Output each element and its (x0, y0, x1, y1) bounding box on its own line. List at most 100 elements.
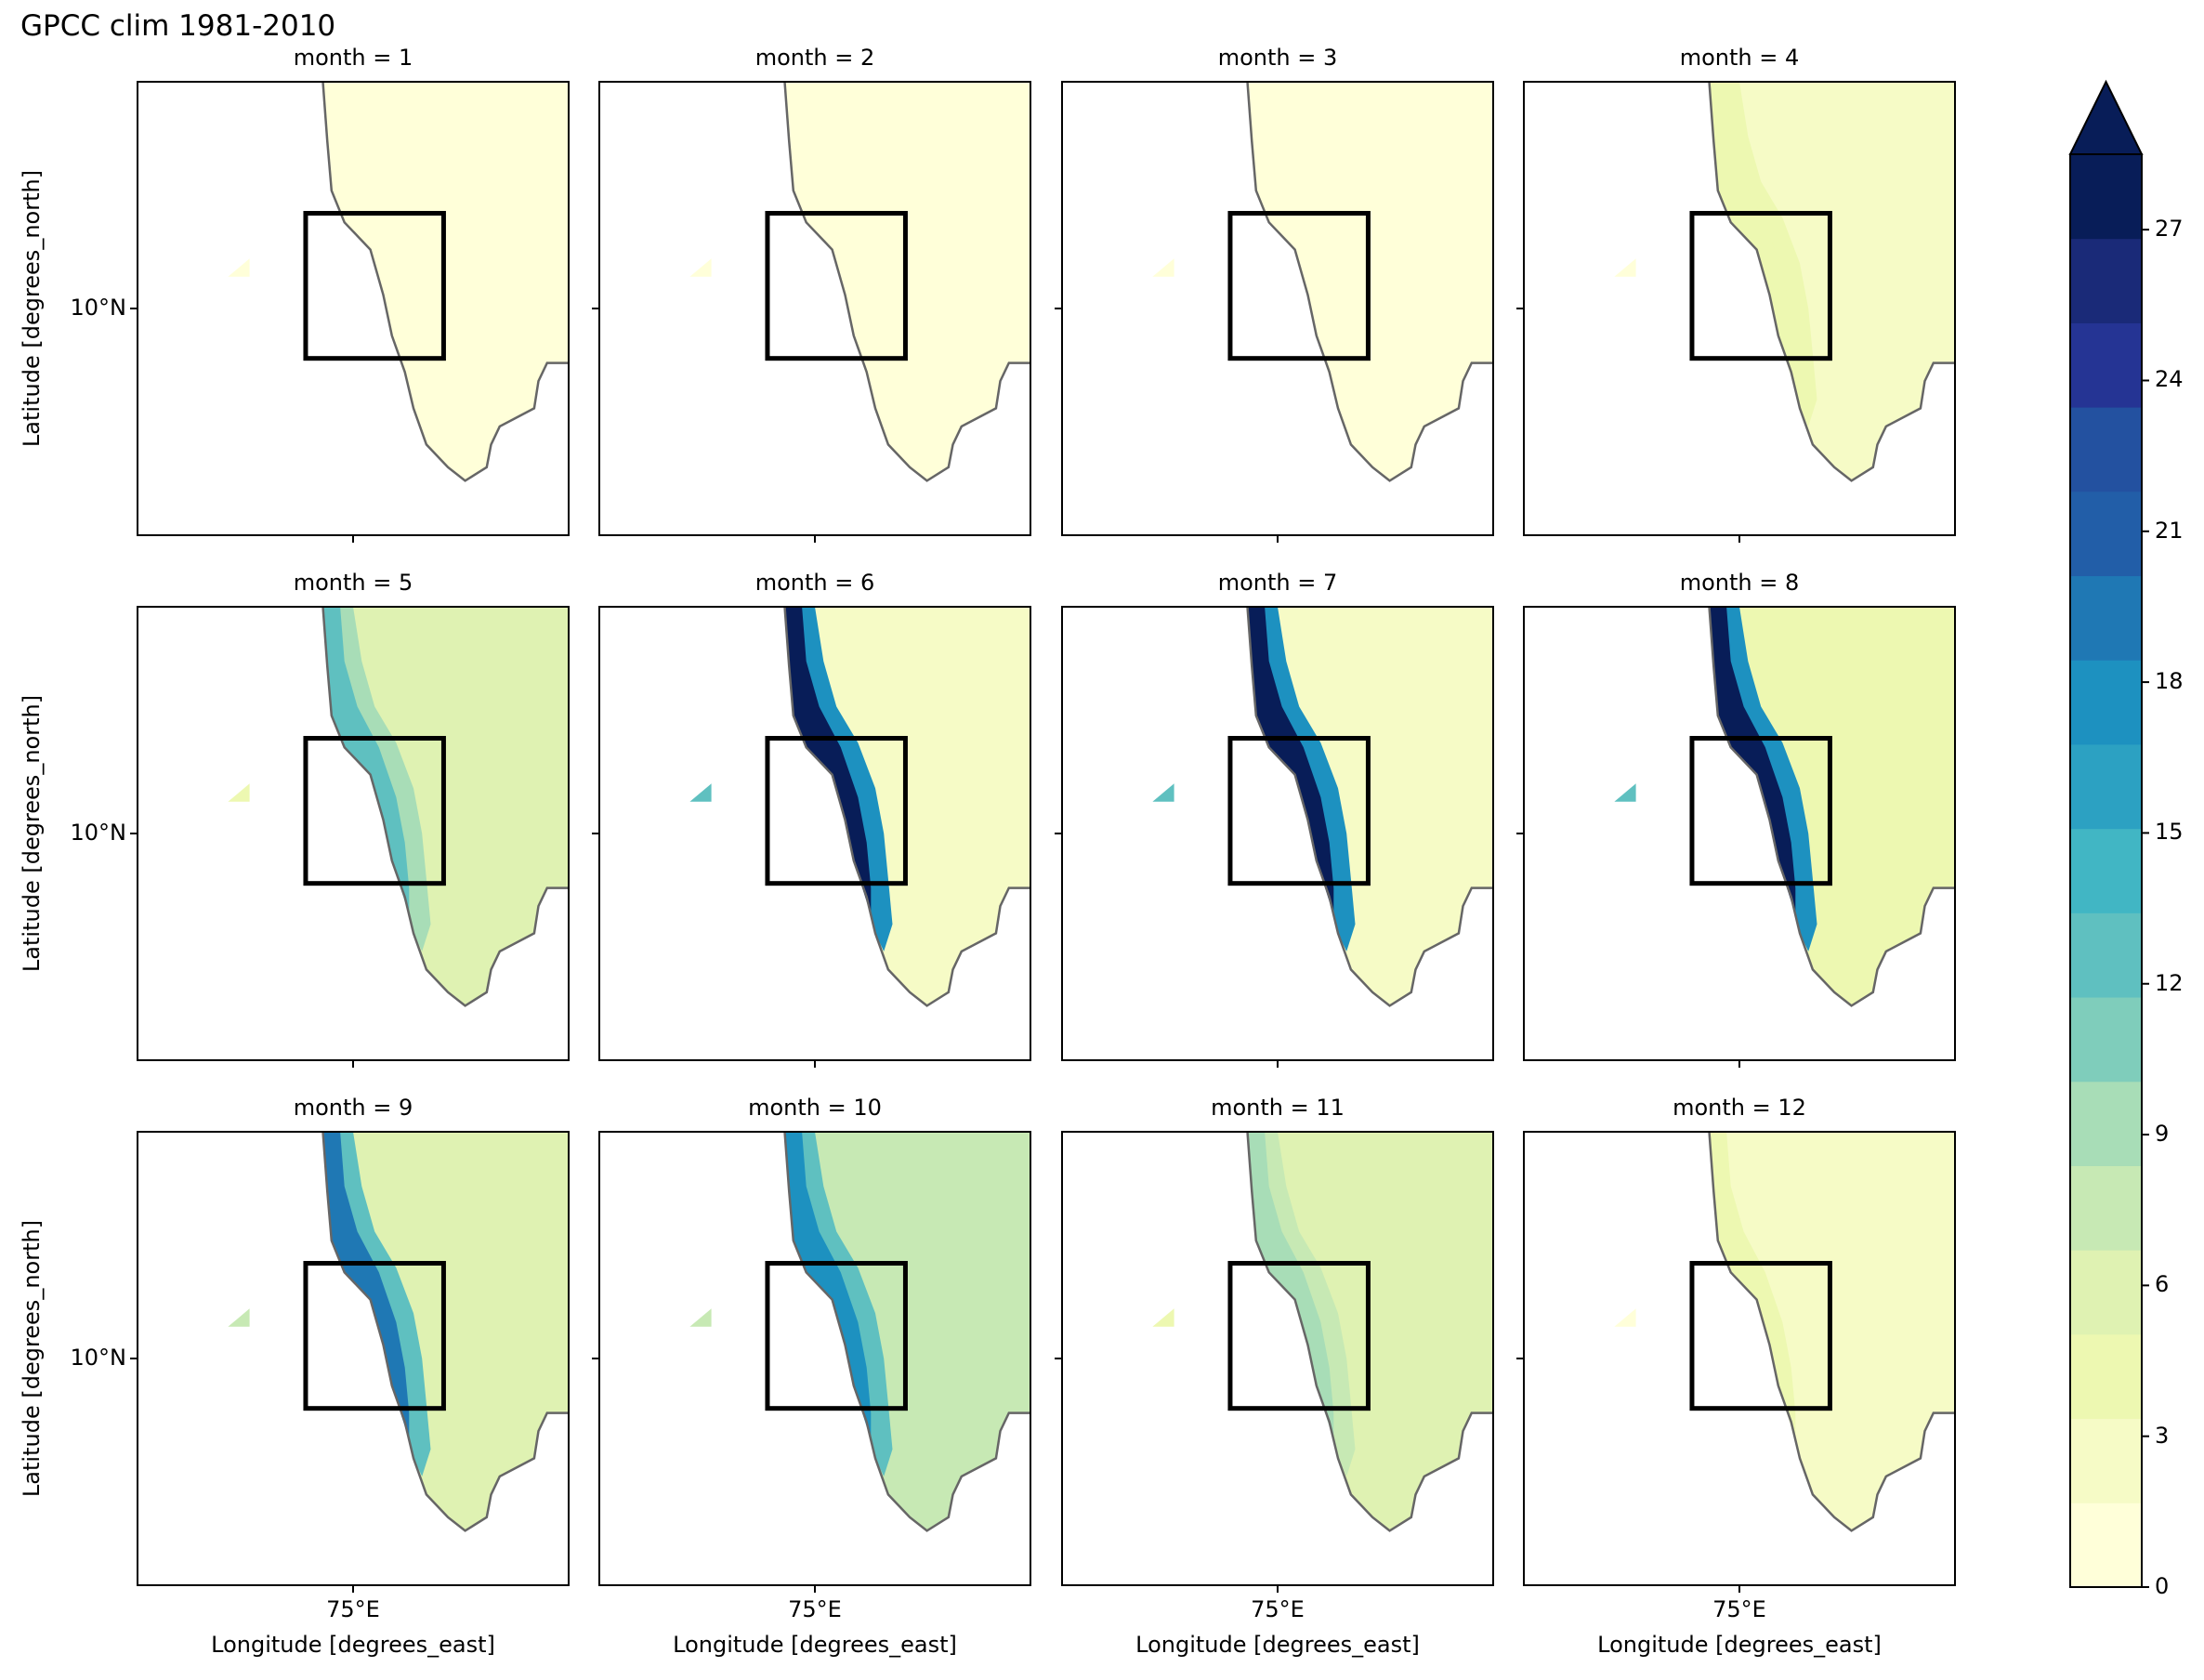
region-box (765, 211, 908, 361)
region-box (1689, 211, 1832, 361)
colorbar-segment (2070, 1081, 2142, 1166)
map-panel (130, 81, 570, 543)
coastline (321, 82, 569, 482)
map-panel (1516, 606, 1956, 1068)
colorbar-tick-label: 6 (2155, 1271, 2170, 1298)
colorbar (2068, 79, 2149, 1588)
coastline (1708, 607, 1955, 1007)
colorbar-segment (2070, 1418, 2142, 1503)
x-tick-label: 75°E (1712, 1596, 1766, 1622)
colorbar-tick-label: 21 (2155, 517, 2184, 544)
region-box (1227, 736, 1371, 886)
island-cell (689, 783, 712, 802)
x-axis-label: Longitude [degrees_east] (1597, 1632, 1882, 1658)
region-box (1227, 211, 1371, 361)
y-tick-label: 10°N (70, 820, 127, 846)
coastline (783, 607, 1030, 1007)
panel-title: month = 11 (1211, 1095, 1345, 1121)
region-box (1227, 1261, 1371, 1411)
panel-title: month = 9 (293, 1095, 413, 1121)
y-axis-label: Latitude [degrees_north] (19, 694, 45, 973)
colorbar-tick-label: 27 (2155, 216, 2184, 243)
colorbar-segment (2070, 912, 2142, 998)
map-panel (130, 1131, 570, 1593)
y-tick-label: 10°N (70, 295, 127, 321)
colorbar-segment (2070, 743, 2142, 830)
panel-title: month = 2 (754, 45, 875, 71)
coastline (1708, 82, 1955, 482)
map-panel (130, 606, 570, 1068)
coastline (783, 1132, 1030, 1532)
colorbar-segment (2070, 997, 2142, 1083)
island-cell (689, 258, 712, 277)
colorbar-tick-label: 3 (2155, 1422, 2170, 1449)
coastline (1246, 1132, 1493, 1532)
coastline (1708, 1132, 1955, 1532)
region-box (765, 1261, 908, 1411)
panel-title: month = 1 (293, 45, 413, 71)
region-box (1689, 1261, 1832, 1411)
colorbar-tick-label: 12 (2155, 969, 2184, 996)
panel-title: month = 3 (1217, 45, 1338, 71)
coastline (321, 607, 569, 1007)
region-box (303, 1261, 446, 1411)
island-cell (1614, 783, 1636, 802)
colorbar-segment (2070, 575, 2142, 661)
colorbar-segment (2070, 491, 2142, 577)
colorbar-tick-label: 24 (2155, 366, 2184, 393)
colorbar-frame (2069, 153, 2143, 1588)
map-panel (1055, 1131, 1494, 1593)
x-tick-label: 75°E (788, 1596, 842, 1622)
map-panel (1055, 81, 1494, 543)
colorbar-tick-label: 0 (2155, 1573, 2170, 1599)
island-cell (1152, 1308, 1174, 1327)
coastline (783, 82, 1030, 482)
colorbar-extend-arrow (2068, 79, 2144, 155)
map-panel (592, 81, 1031, 543)
island-cell (1614, 1308, 1636, 1327)
island-cell (689, 1308, 712, 1327)
y-axis-label: Latitude [degrees_north] (19, 1219, 45, 1498)
x-axis-label: Longitude [degrees_east] (673, 1632, 957, 1658)
x-axis-label: Longitude [degrees_east] (1135, 1632, 1420, 1658)
colorbar-tick-label: 15 (2155, 819, 2184, 846)
region-box (1689, 736, 1832, 886)
coastline (321, 1132, 569, 1532)
panel-title: month = 10 (748, 1095, 882, 1121)
panel-title: month = 8 (1679, 570, 1800, 596)
map-panel (592, 606, 1031, 1068)
map-panel (1055, 606, 1494, 1068)
panel-title: month = 5 (293, 570, 413, 596)
colorbar-segment (2070, 1250, 2142, 1335)
panel-title: month = 7 (1217, 570, 1338, 596)
x-tick-label: 75°E (1251, 1596, 1305, 1622)
region-box (303, 211, 446, 361)
colorbar-segment (2070, 828, 2142, 913)
colorbar-segment (2070, 238, 2142, 323)
y-tick-label: 10°N (70, 1345, 127, 1371)
island-cell (228, 1308, 250, 1327)
panel-title: month = 12 (1673, 1095, 1806, 1121)
island-cell (1152, 783, 1174, 802)
colorbar-segment (2070, 1333, 2142, 1420)
region-box (303, 736, 446, 886)
region-box (765, 736, 908, 886)
y-axis-label: Latitude [degrees_north] (19, 169, 45, 448)
colorbar-segment (2070, 1165, 2142, 1251)
island-cell (1614, 258, 1636, 277)
coastline (1246, 82, 1493, 482)
x-tick-label: 75°E (326, 1596, 380, 1622)
x-axis-label: Longitude [degrees_east] (211, 1632, 495, 1658)
map-panel (592, 1131, 1031, 1593)
figure-title: GPCC clim 1981-2010 (20, 9, 336, 43)
panel-title: month = 6 (754, 570, 875, 596)
colorbar-tick-label: 9 (2155, 1121, 2170, 1148)
colorbar-segment (2070, 407, 2142, 492)
map-panel (1516, 81, 1956, 543)
colorbar-segment (2070, 1503, 2142, 1588)
island-cell (1152, 258, 1174, 277)
colorbar-segment (2070, 154, 2142, 240)
island-cell (228, 783, 250, 802)
colorbar-segment (2070, 322, 2142, 408)
